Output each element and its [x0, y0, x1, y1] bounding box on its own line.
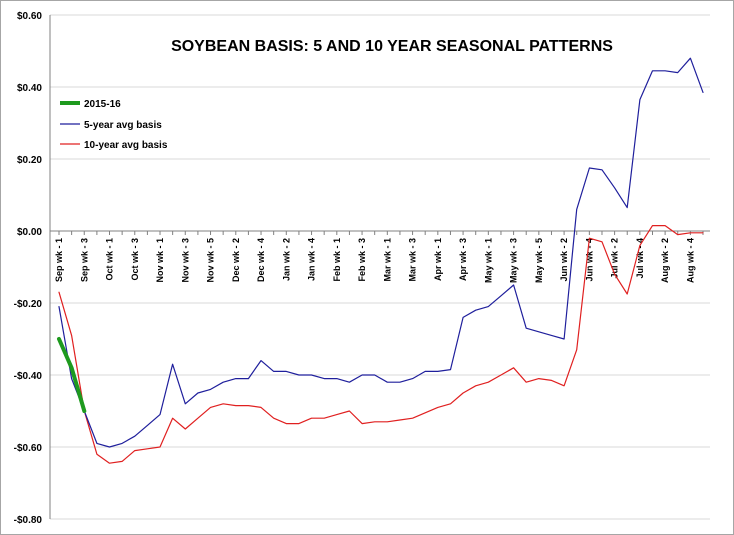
x-tick-label: Aug wk - 2 — [660, 238, 670, 283]
y-tick-label: $0.00 — [17, 227, 42, 238]
series-lines — [57, 57, 704, 464]
x-tick-label: Nov wk - 3 — [180, 238, 190, 283]
x-tick-label: Sep wk - 1 — [54, 238, 64, 282]
x-tick-label: Nov wk - 5 — [206, 238, 216, 283]
legend: 2015-16 5-year avg basis 10-year avg basis — [60, 99, 168, 151]
series-line-5-year-avg-basis — [58, 57, 704, 448]
x-tick-label: May wk - 3 — [509, 238, 519, 283]
x-tick-label: Jul wk - 2 — [610, 238, 620, 279]
x-tick-label: Jan wk - 4 — [307, 238, 317, 281]
y-tick-label: $0.20 — [17, 155, 42, 166]
x-tick-label: May wk - 1 — [483, 238, 493, 283]
x-tick-label: Oct wk - 1 — [105, 238, 115, 281]
x-tick-label: Jun wk - 4 — [584, 238, 594, 282]
legend-label: 10-year avg basis — [84, 140, 168, 151]
x-tick-label: May wk - 5 — [534, 238, 544, 283]
y-tick-label: $0.60 — [17, 11, 42, 22]
chart-title: SOYBEAN BASIS: 5 AND 10 YEAR SEASONAL PA… — [171, 38, 613, 55]
x-tick-label: Jan wk - 2 — [281, 238, 291, 281]
x-tick-label: Mar wk - 3 — [408, 238, 418, 282]
series-line-2015-16 — [57, 337, 87, 413]
y-tick-label: $0.40 — [17, 83, 42, 94]
y-tick-label: -$0.60 — [14, 443, 43, 454]
grid-lines — [50, 14, 710, 520]
x-tick-label: Nov wk - 1 — [155, 238, 165, 283]
x-tick-label: Oct wk - 3 — [130, 238, 140, 281]
x-tick-label: Dec wk - 4 — [256, 238, 266, 282]
x-tick-label: Dec wk - 2 — [231, 238, 241, 282]
x-tick-label: Apr wk - 3 — [458, 238, 468, 281]
y-tick-label: -$0.20 — [14, 299, 43, 310]
y-axis: $0.60 $0.40 $0.20 $0.00 -$0.20 -$0.40 -$0.60 -$… — [14, 11, 51, 526]
x-tick-label: Jun wk - 2 — [559, 238, 569, 282]
legend-label: 5-year avg basis — [84, 120, 162, 131]
x-tick-label: Apr wk - 1 — [433, 238, 443, 281]
legend-label: 2015-16 — [84, 99, 121, 110]
x-axis: Sep wk - 1 Sep wk - 3 Oct wk - 1 Oct wk - 3… — [50, 230, 710, 283]
y-tick-label: -$0.80 — [14, 515, 43, 526]
x-tick-label: Sep wk - 3 — [79, 238, 89, 282]
x-tick-label: Feb wk - 1 — [332, 238, 342, 282]
x-tick-label: Aug wk - 4 — [685, 238, 695, 283]
y-tick-label: -$0.40 — [14, 371, 43, 382]
x-tick-label: Jul wk - 4 — [635, 238, 645, 279]
x-tick-label: Mar wk - 1 — [382, 238, 392, 282]
x-tick-label: Feb wk - 3 — [357, 238, 367, 282]
series-line-10-year-avg-basis — [58, 225, 704, 464]
